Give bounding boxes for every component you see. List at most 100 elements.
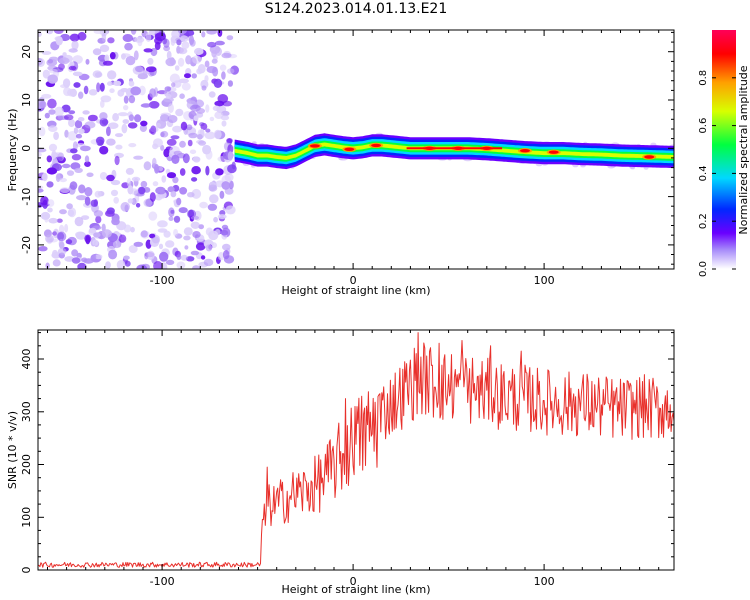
noise-blob — [214, 40, 225, 46]
noise-blob — [159, 189, 166, 195]
noise-blob — [176, 197, 182, 206]
noise-blob — [63, 114, 74, 121]
noise-blob — [208, 230, 219, 241]
noise-blob — [45, 30, 54, 35]
noise-blob — [144, 252, 149, 260]
noise-blob — [180, 121, 188, 131]
noise-blob — [86, 172, 94, 178]
noise-blob — [78, 91, 84, 99]
noise-blob — [197, 134, 203, 140]
noise-blob — [87, 114, 98, 122]
noise-blob — [133, 241, 144, 247]
noise-blob — [45, 234, 54, 243]
y-tick-label: 10 — [20, 93, 33, 107]
noise-blob — [192, 156, 201, 163]
spectrogram-axes-frame — [37, 29, 675, 270]
colorbar-tick-label: 0.6 — [698, 118, 709, 134]
noise-blob — [221, 120, 227, 127]
noise-blob — [185, 256, 195, 262]
noise-blob — [128, 245, 138, 253]
colorbar-gradient — [712, 30, 736, 269]
noise-blob — [178, 207, 188, 214]
noise-blob — [222, 243, 231, 251]
noise-blob — [135, 65, 144, 73]
noise-blob — [94, 190, 102, 198]
noise-blob — [95, 215, 102, 224]
noise-blob — [123, 255, 130, 260]
noise-blob — [163, 230, 171, 238]
noise-blob — [100, 100, 105, 108]
colorbar: 0.0 0.2 0.4 0.6 0.8 Normalized spectral ampl… — [698, 30, 750, 277]
noise-blob — [53, 131, 59, 141]
noise-blob — [179, 168, 186, 176]
noise-blob — [59, 241, 65, 249]
noise-blob — [176, 254, 182, 260]
noise-blob — [84, 234, 92, 243]
noise-blob — [204, 131, 216, 140]
noise-blob — [122, 34, 133, 42]
noise-blob — [140, 103, 152, 108]
noise-blob — [212, 105, 221, 112]
noise-blob — [212, 66, 219, 77]
noise-blob — [47, 199, 55, 207]
noise-blob — [204, 60, 210, 68]
noise-blob — [176, 45, 181, 54]
colorbar-tick-label: 0.0 — [698, 261, 709, 277]
noise-blob — [133, 50, 139, 61]
noise-blob — [219, 64, 227, 71]
noise-blob — [154, 32, 166, 41]
noise-blob — [169, 73, 180, 84]
x-tick-label: 0 — [350, 575, 357, 588]
signal-trace — [233, 132, 674, 170]
noise-blob — [59, 209, 67, 215]
y-tick-label: 400 — [20, 349, 33, 370]
noise-blob — [165, 240, 175, 248]
noise-blob — [181, 82, 191, 91]
noise-blob — [84, 161, 91, 168]
noise-blob — [158, 166, 164, 172]
noise-blob — [195, 242, 206, 251]
noise-blob — [221, 71, 226, 80]
noise-blob — [125, 167, 134, 175]
noise-blob — [47, 98, 57, 109]
noise-blob — [174, 65, 180, 71]
noise-blob — [88, 227, 97, 234]
noise-blob — [90, 199, 98, 207]
noise-blob — [82, 110, 90, 115]
noise-blob — [59, 177, 67, 183]
noise-blob — [56, 218, 63, 223]
y-tick-label: 20 — [20, 45, 33, 59]
noise-blob — [226, 35, 234, 41]
noise-blob — [179, 187, 188, 195]
noise-blob — [133, 155, 144, 160]
noise-blob — [110, 179, 121, 186]
noise-blob — [131, 176, 141, 182]
noise-blob — [160, 144, 165, 151]
noise-blob — [107, 37, 115, 44]
noise-blob — [72, 71, 83, 77]
noise-blob — [99, 112, 108, 121]
noise-blob — [177, 30, 187, 35]
noise-blob — [167, 103, 174, 114]
y-tick-label: -20 — [20, 236, 33, 254]
noise-blob — [48, 217, 58, 224]
noise-blob — [84, 196, 91, 206]
noise-blob — [71, 154, 82, 161]
noise-blob — [218, 252, 225, 261]
noise-blob — [199, 122, 205, 127]
noise-blob — [81, 215, 90, 221]
noise-blob — [61, 163, 71, 169]
noise-blob — [192, 231, 201, 238]
noise-blob — [207, 203, 218, 211]
noise-blob — [121, 53, 131, 58]
noise-blob — [166, 172, 177, 179]
chart-title: S124.2023.014.01.13.E21 — [264, 1, 448, 17]
noise-blob — [179, 93, 185, 99]
noise-blob — [74, 120, 83, 129]
noise-blob — [176, 261, 186, 269]
noise-blob — [96, 82, 101, 93]
noise-blob — [177, 57, 185, 67]
